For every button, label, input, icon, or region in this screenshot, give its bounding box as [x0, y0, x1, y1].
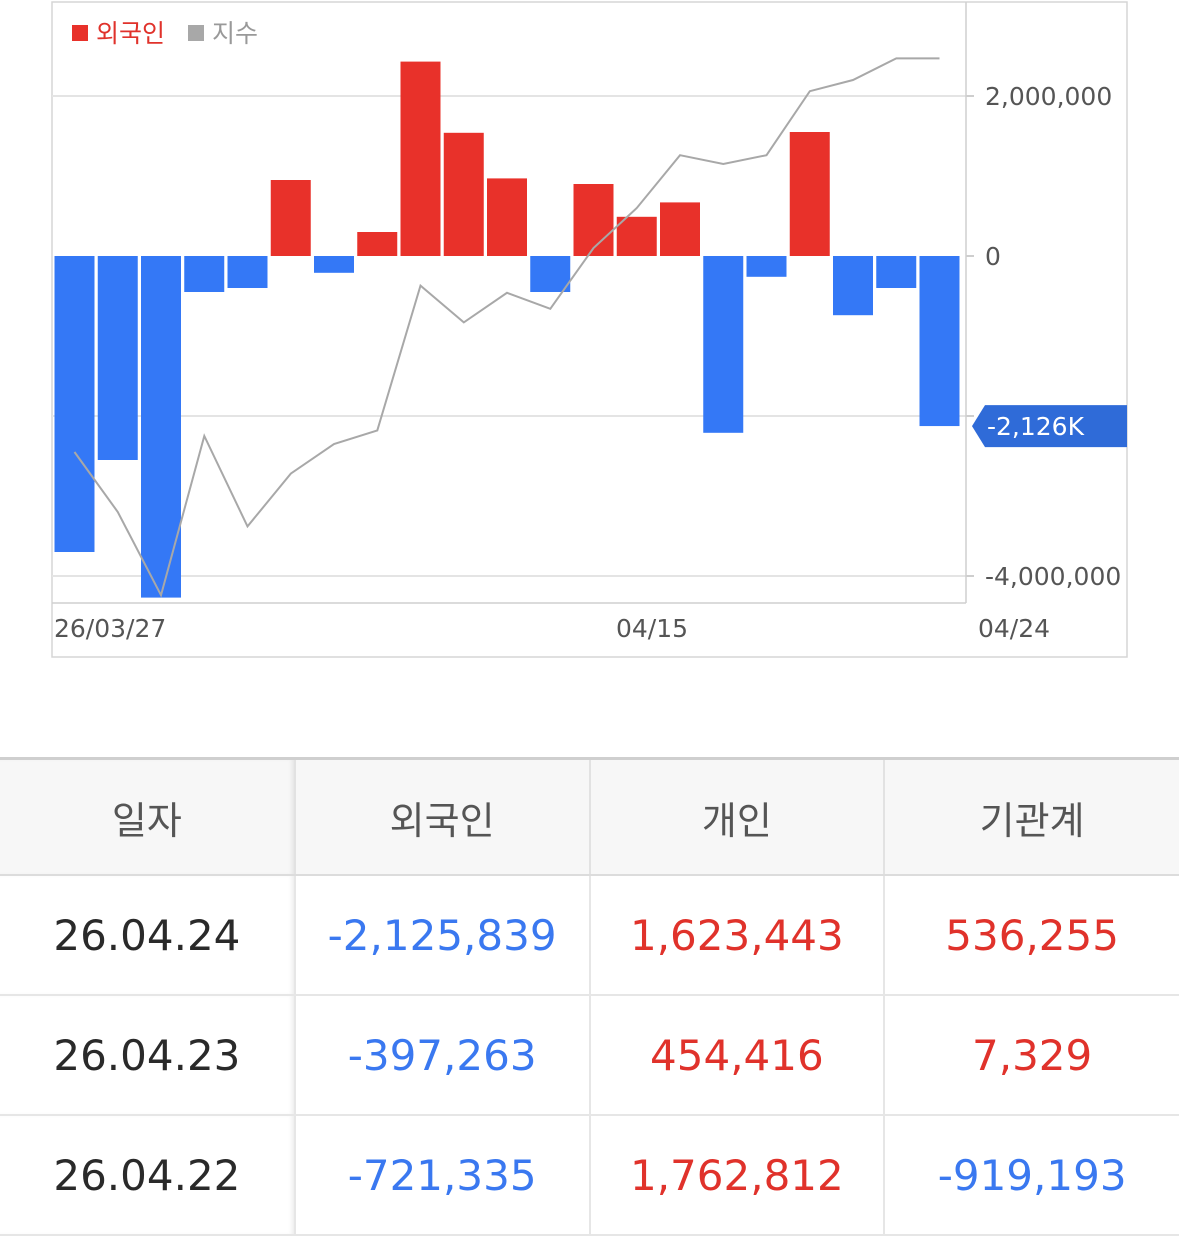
bar-foreign: [487, 178, 527, 256]
bar-foreign: [746, 256, 787, 277]
table-header-row: 일자 외국인 개인 기관계: [0, 757, 1179, 876]
bar-foreign: [660, 202, 700, 256]
investor-chart: 2,000,000 0 -4,000,000 26/03/27 04/15 04/24 -2…: [51, 1, 1128, 658]
bar-foreign: [616, 216, 657, 256]
bar-foreign: [357, 232, 398, 256]
header-individual[interactable]: 개인: [589, 757, 886, 876]
bar-foreign: [833, 256, 873, 316]
investor-table: 일자 외국인 개인 기관계 26.04.24 -2,125,839 1,623,…: [0, 757, 1179, 1236]
cell-date: 26.04.22: [0, 1115, 296, 1236]
bar-foreign: [227, 256, 268, 288]
last-value-tag: [972, 405, 1127, 448]
y-tick-label: -4,000,000: [985, 562, 1121, 591]
legend-foreign-icon: [72, 25, 88, 41]
last-value-label: -2,126K: [987, 412, 1085, 441]
header-date[interactable]: 일자: [0, 757, 296, 876]
table-row: 26.04.24 -2,125,839 1,623,443 536,255: [0, 875, 1179, 996]
legend-foreign-label: 외국인: [96, 19, 165, 48]
cell-date: 26.04.24: [0, 875, 296, 996]
chart-canvas: 2,000,000 0 -4,000,000 26/03/27 04/15 04/24 -2…: [51, 1, 1128, 658]
bar-foreign: [530, 256, 571, 292]
y-tick-label: 2,000,000: [985, 82, 1112, 111]
bar-foreign: [876, 256, 917, 288]
cell-individual: 1,762,812: [589, 1115, 886, 1236]
bar-foreign: [400, 61, 441, 256]
table-row: 26.04.23 -397,263 454,416 7,329: [0, 995, 1179, 1116]
bar-foreign: [141, 256, 181, 598]
table-row: 26.04.22 -721,335 1,762,812 -919,193: [0, 1115, 1179, 1236]
bar-foreign: [573, 184, 614, 256]
index-line: [73, 57, 940, 598]
bar-foreign: [443, 132, 484, 256]
legend-index-label: 지수: [212, 19, 258, 48]
bar-foreign: [703, 256, 744, 433]
bar-foreign: [54, 256, 95, 552]
header-foreign[interactable]: 외국인: [294, 757, 591, 876]
cell-date: 26.04.23: [0, 995, 296, 1116]
header-institution[interactable]: 기관계: [884, 757, 1179, 876]
cell-institution: -919,193: [884, 1115, 1179, 1236]
bar-foreign: [919, 256, 960, 427]
cell-institution: 7,329: [884, 995, 1179, 1116]
x-tick-label: 26/03/27: [54, 614, 166, 643]
x-tick-label: 04/15: [616, 614, 688, 643]
bar-foreign: [789, 132, 830, 256]
bar-foreign: [97, 256, 138, 460]
bar-foreign: [184, 256, 225, 292]
cell-individual: 1,623,443: [589, 875, 886, 996]
cell-foreign: -721,335: [294, 1115, 591, 1236]
legend-index-icon: [188, 25, 204, 41]
x-tick-label: 04/24: [978, 614, 1050, 643]
y-tick-label: 0: [985, 242, 1001, 271]
cell-foreign: -397,263: [294, 995, 591, 1116]
bar-foreign: [314, 256, 354, 273]
cell-institution: 536,255: [884, 875, 1179, 996]
cell-foreign: -2,125,839: [294, 875, 591, 996]
bar-foreign: [270, 180, 311, 256]
cell-individual: 454,416: [589, 995, 886, 1116]
